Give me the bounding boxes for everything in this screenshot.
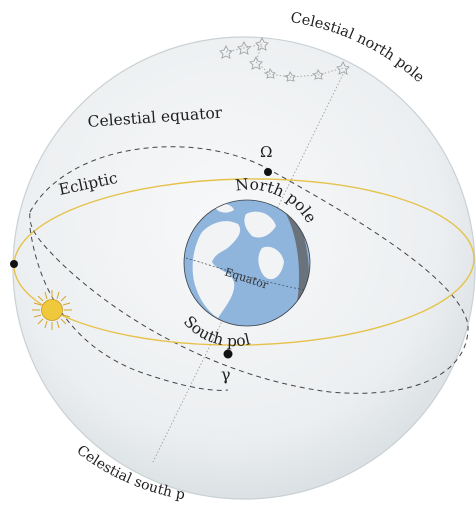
- celestial-equator-line: [29, 146, 469, 394]
- gamma-node-label: γ: [221, 365, 231, 384]
- ecliptic-left-point: [10, 260, 18, 268]
- vernal-equinox-point: [223, 349, 233, 359]
- ascending-node-point: [264, 168, 272, 176]
- ecliptic-back: [13, 178, 475, 267]
- omega-node-label: Ω: [260, 143, 272, 161]
- sun-icon: [32, 290, 72, 330]
- ecliptic-line: [13, 257, 475, 346]
- constellation-icon: [219, 36, 350, 82]
- ecliptic-dashed-track: [29, 227, 229, 391]
- earth-globe-icon: [183, 199, 311, 327]
